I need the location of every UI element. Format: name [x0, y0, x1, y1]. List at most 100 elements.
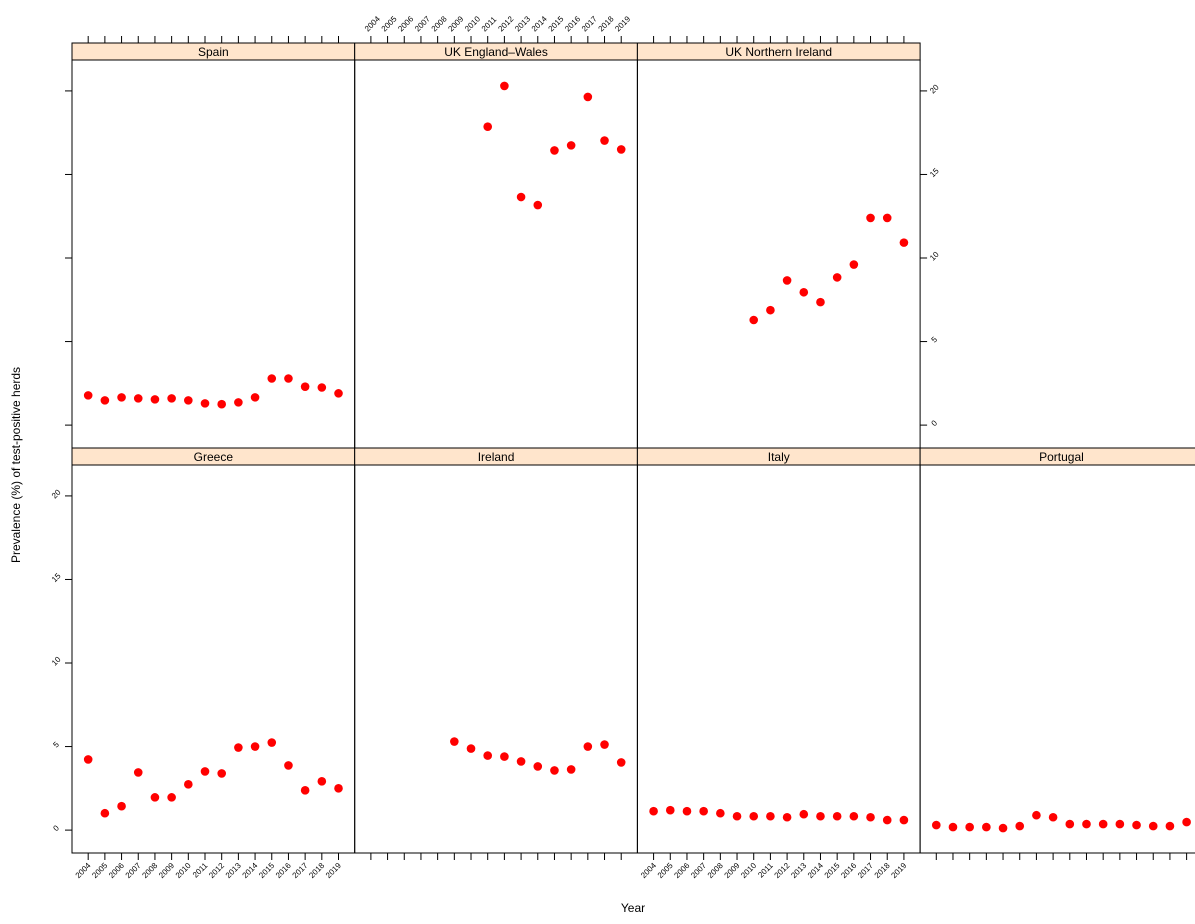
panel-title: UK England–Wales [444, 45, 548, 59]
x-tick-label: 2006 [396, 14, 415, 33]
point [466, 744, 476, 753]
point [1098, 819, 1108, 829]
x-tick-label: 2012 [207, 861, 226, 880]
y-tick-label: 15 [928, 166, 941, 179]
point [550, 766, 559, 775]
point [250, 742, 260, 751]
point [234, 743, 243, 752]
point [1048, 812, 1058, 822]
point [749, 811, 759, 821]
point [832, 273, 842, 282]
x-tick-label: 2014 [530, 14, 549, 33]
point [83, 391, 93, 400]
point [117, 393, 126, 402]
point [516, 192, 526, 202]
point [799, 287, 809, 297]
x-tick-label: 2012 [773, 861, 792, 880]
point [682, 806, 692, 816]
point [150, 395, 160, 404]
panel-title: Greece [194, 450, 234, 464]
point [284, 374, 293, 383]
point [533, 762, 543, 771]
point [583, 742, 593, 751]
y-tick-label: 5 [930, 335, 940, 345]
panel-frame [636, 59, 921, 449]
point [100, 808, 110, 818]
point [83, 755, 93, 764]
point [665, 805, 675, 815]
point [882, 213, 892, 223]
x-tick-label: 2005 [380, 14, 399, 33]
x-tick-label: 2018 [307, 861, 326, 880]
point [849, 260, 859, 269]
point [516, 757, 526, 766]
x-tick-label: 2016 [839, 861, 858, 880]
x-tick-label: 2013 [513, 14, 532, 33]
point [200, 767, 210, 776]
point [267, 374, 277, 383]
panel-title: Italy [768, 450, 790, 464]
panel-frame [71, 464, 356, 854]
point [184, 396, 193, 405]
point [200, 399, 210, 408]
point [899, 815, 909, 825]
x-tick-label: 2015 [257, 861, 276, 880]
x-tick-label: 2018 [873, 861, 892, 880]
point [566, 765, 576, 774]
point [766, 305, 775, 315]
point [931, 820, 941, 830]
point [1082, 819, 1091, 829]
x-tick-label: 2004 [74, 861, 93, 880]
x-tick-label: 2005 [90, 861, 109, 880]
panel-title: Portugal [1039, 450, 1084, 464]
point [799, 809, 809, 819]
point [500, 81, 509, 91]
point [866, 213, 875, 223]
x-tick-label: 2014 [241, 861, 260, 880]
x-tick-label: 2019 [889, 861, 908, 880]
point [1132, 820, 1141, 830]
point [500, 752, 509, 761]
point [616, 758, 626, 767]
x-tick-label: 2019 [324, 861, 343, 880]
point [1165, 821, 1175, 831]
point [1148, 821, 1158, 831]
x-tick-label: 2017 [856, 861, 875, 880]
point [899, 238, 909, 247]
point [616, 145, 626, 154]
panel-title: Ireland [478, 450, 515, 464]
point [882, 815, 892, 825]
y-tick-label: 10 [50, 655, 63, 668]
x-tick-label: 2008 [706, 861, 725, 880]
point [600, 136, 609, 145]
point [600, 740, 609, 749]
y-tick-label: 20 [50, 487, 63, 500]
point [716, 808, 725, 818]
x-tick-label: 2007 [413, 14, 432, 33]
point [699, 806, 708, 816]
x-tick-label: 2010 [463, 14, 482, 33]
x-tick-label: 2013 [789, 861, 808, 880]
x-tick-label: 2005 [656, 861, 675, 880]
point [749, 315, 759, 325]
point [317, 777, 327, 786]
x-tick-label: 2015 [547, 14, 566, 33]
x-tick-label: 2012 [496, 14, 515, 33]
point [217, 769, 226, 778]
panel-title: Spain [198, 45, 229, 59]
point [732, 811, 742, 821]
y-tick-label: 5 [51, 740, 61, 750]
x-tick-label: 2008 [140, 861, 159, 880]
point [866, 812, 875, 822]
point [1015, 821, 1025, 831]
point [250, 393, 260, 402]
point [816, 811, 825, 821]
x-tick-label: 2009 [157, 861, 176, 880]
point [766, 811, 775, 821]
x-tick-label: 2010 [174, 861, 193, 880]
point [483, 751, 493, 760]
x-tick-label: 2011 [191, 861, 210, 880]
point [334, 784, 343, 793]
point [550, 146, 559, 155]
x-tick-label: 2006 [672, 861, 691, 880]
